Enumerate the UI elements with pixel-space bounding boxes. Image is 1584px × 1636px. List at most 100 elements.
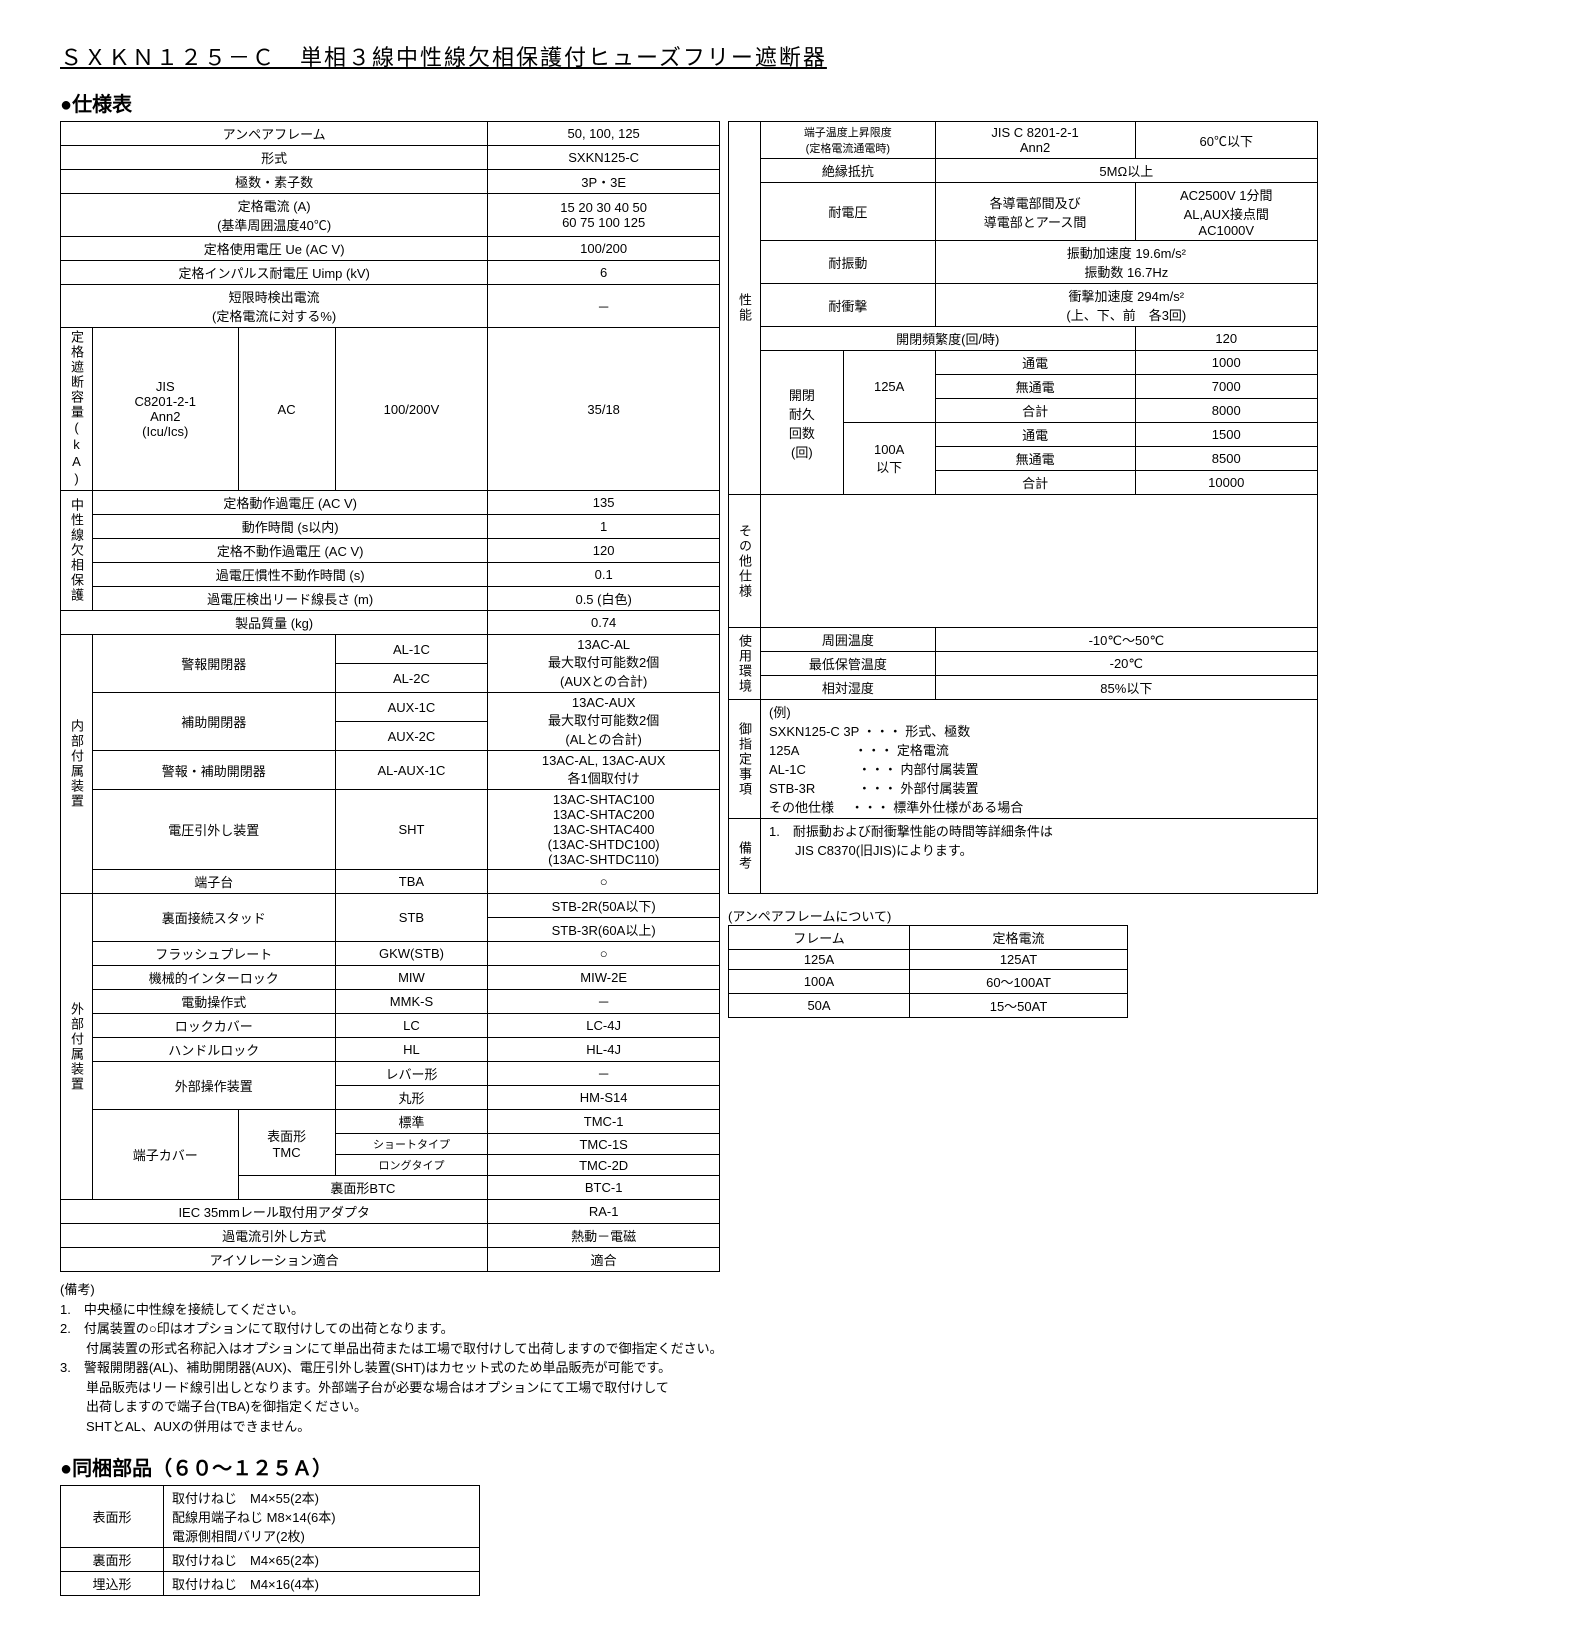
cell: MIW-2E <box>488 966 720 990</box>
cell: 定格不動作過電圧 (AC V) <box>93 539 488 563</box>
cell: HL-4J <box>488 1038 720 1062</box>
cell: AC2500V 1分間 AL,AUX接点間 AC1000V <box>1135 183 1317 241</box>
cell: ハンドルロック <box>93 1038 336 1062</box>
cell: 過電流引外し方式 <box>61 1224 488 1248</box>
note-line: 2. 付属装置の○印はオプションにて取付けしての出荷となります。 <box>60 1319 1544 1339</box>
cell: 13AC-AL, 13AC-AUX 各1個取付け <box>488 751 720 790</box>
cell: 1 <box>488 515 720 539</box>
vlabel-order: 御指定事項 <box>729 700 761 819</box>
cell: 1000 <box>1135 351 1317 375</box>
cell: 60℃以下 <box>1135 122 1317 159</box>
cell: TMC-1S <box>488 1134 720 1155</box>
cell: STB-2R(50A以下) <box>488 894 720 918</box>
cell: 3P・3E <box>488 170 720 194</box>
cell: AC <box>238 328 335 491</box>
notes-block: (備考) 1. 中央極に中性線を接続してください。 2. 付属装置の○印はオプシ… <box>60 1280 1544 1436</box>
cell: 50, 100, 125 <box>488 122 720 146</box>
cell: 裏面形BTC <box>238 1176 488 1200</box>
parts-header: ●同梱部品（６０～１２５Ａ） <box>60 1452 1544 1481</box>
cell: AUX-1C <box>335 693 488 722</box>
cell: MMK-S <box>335 990 488 1014</box>
cell: 開閉 耐久 回数 (回) <box>761 351 844 495</box>
cell: 補助開閉器 <box>93 693 336 751</box>
cell: 電動操作式 <box>93 990 336 1014</box>
cell: 1. 耐振動および耐衝撃性能の時間等詳細条件は JIS C8370(旧JIS)に… <box>761 819 1318 894</box>
parts-table: 表面形取付けねじ M4×55(2本) 配線用端子ねじ M8×14(6本) 電源側… <box>60 1485 480 1596</box>
cell: 0.1 <box>488 563 720 587</box>
cell: 極数・素子数 <box>61 170 488 194</box>
cell: AL-AUX-1C <box>335 751 488 790</box>
cell: 85%以下 <box>935 676 1317 700</box>
cell: LC-4J <box>488 1014 720 1038</box>
cell: 5MΩ以上 <box>935 159 1317 183</box>
cell: -10℃～50℃ <box>935 628 1317 652</box>
cell: STB <box>335 894 488 942</box>
cell: 100/200V <box>335 328 488 491</box>
cell: 13AC-AUX 最大取付可能数2個 (ALとの合計) <box>488 693 720 751</box>
cell: 端子カバー <box>93 1110 239 1200</box>
cell: JIS C 8201-2-1 Ann2 <box>935 122 1135 159</box>
notes-header: (備考) <box>60 1280 1544 1300</box>
cell: 最低保管温度 <box>761 652 936 676</box>
cell: 8500 <box>1135 447 1317 471</box>
cell: 13AC-SHTAC100 13AC-SHTAC200 13AC-SHTAC40… <box>488 790 720 870</box>
cell: 端子温度上昇限度 (定格電流通電時) <box>761 122 936 159</box>
cell: TMC-1 <box>488 1110 720 1134</box>
cell: TBA <box>335 870 488 894</box>
frame-table: フレーム定格電流 125A125AT 100A60～100AT 50A15～50… <box>728 925 1128 1018</box>
cell: IEC 35mmレール取付用アダプタ <box>61 1200 488 1224</box>
cell: BTC-1 <box>488 1176 720 1200</box>
cell: 標準 <box>335 1110 488 1134</box>
cell: 125AT <box>910 950 1128 970</box>
cell: 警報開閉器 <box>93 635 336 693</box>
right-perf-table: 性能 端子温度上昇限度 (定格電流通電時) JIS C 8201-2-1 Ann… <box>728 121 1318 894</box>
note-line: SHTとAL、AUXの併用はできません。 <box>60 1417 1544 1437</box>
cell: -20℃ <box>935 652 1317 676</box>
cell: 120 <box>488 539 720 563</box>
cell: GKW(STB) <box>335 942 488 966</box>
cell: HL <box>335 1038 488 1062</box>
cell: 丸形 <box>335 1086 488 1110</box>
cell: HM-S14 <box>488 1086 720 1110</box>
note-line: 出荷しますので端子台(TBA)を御指定ください。 <box>60 1397 1544 1417</box>
cell: ○ <box>488 870 720 894</box>
cell: 120 <box>1135 327 1317 351</box>
cell: TMC-2D <box>488 1155 720 1176</box>
note-line: 3. 警報開閉器(AL)、補助開閉器(AUX)、電圧引外し装置(SHT)はカセッ… <box>60 1358 1544 1378</box>
cell: AL-1C <box>335 635 488 664</box>
cell: 合計 <box>935 399 1135 423</box>
cell: アイソレーション適合 <box>61 1248 488 1272</box>
cell: 裏面接続スタッド <box>93 894 336 942</box>
cell: 機械的インターロック <box>93 966 336 990</box>
vlabel-remarks: 備考 <box>729 819 761 894</box>
cell: 100/200 <box>488 237 720 261</box>
cell: 表面形 TMC <box>238 1110 335 1176</box>
cell: 通電 <box>935 423 1135 447</box>
cell: 100A 以下 <box>843 423 935 495</box>
cell: 表面形 <box>61 1486 164 1548</box>
cell: 定格動作過電圧 (AC V) <box>93 491 488 515</box>
cell: 形式 <box>61 146 488 170</box>
cell: 動作時間 (s以内) <box>93 515 488 539</box>
cell: 7000 <box>1135 375 1317 399</box>
cell: 適合 <box>488 1248 720 1272</box>
cell: 60～100AT <box>910 970 1128 994</box>
cell: ロックカバー <box>93 1014 336 1038</box>
cell: RA-1 <box>488 1200 720 1224</box>
note-line: 付属装置の形式名称記入はオプションにて単品出荷または工場で取付けして出荷しますの… <box>60 1339 1544 1359</box>
cell: AL-2C <box>335 664 488 693</box>
cell: 裏面形 <box>61 1548 164 1572</box>
cell: STB-3R(60A以上) <box>488 918 720 942</box>
cell: 定格使用電圧 Ue (AC V) <box>61 237 488 261</box>
cell: 耐振動 <box>761 241 936 284</box>
vlabel-neutral: 中性線欠相保護 <box>61 491 93 611</box>
cell: ロングタイプ <box>335 1155 488 1176</box>
cell: 取付けねじ M4×65(2本) <box>164 1548 480 1572</box>
frame-header: (アンペアフレームについて) <box>728 906 1318 925</box>
cell: 15 20 30 40 50 60 75 100 125 <box>488 194 720 237</box>
cell: 耐電圧 <box>761 183 936 241</box>
cell: AUX-2C <box>335 722 488 751</box>
cell: 0.5 (白色) <box>488 587 720 611</box>
cell: － <box>488 1062 720 1086</box>
cell: 合計 <box>935 471 1135 495</box>
